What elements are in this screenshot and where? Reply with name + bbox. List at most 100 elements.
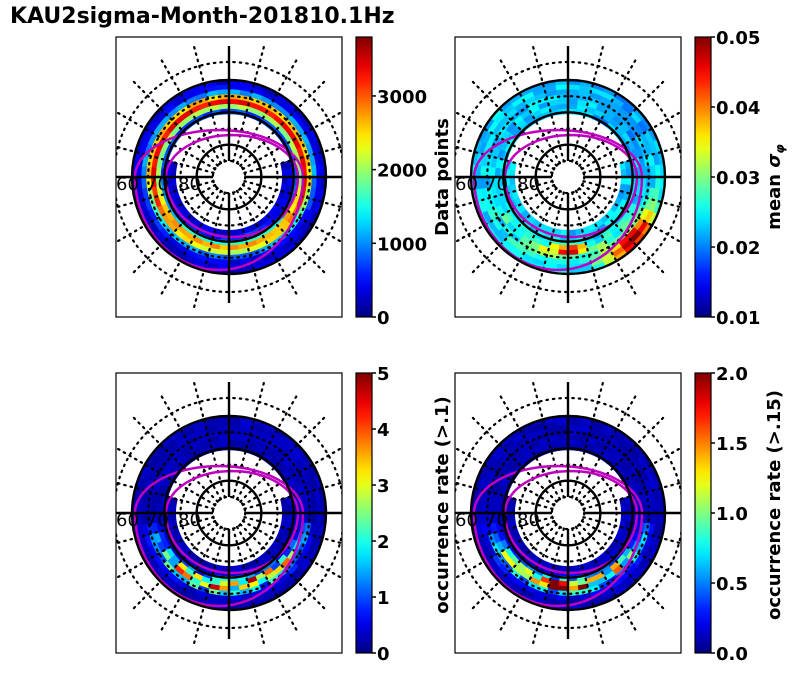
- grid-radial-dotted: [499, 189, 562, 296]
- heatmap-cell: [286, 168, 293, 178]
- colorbar-bar: [355, 372, 373, 654]
- grid-radial-dotted: [116, 183, 217, 244]
- grid-radial-dotted: [471, 416, 558, 503]
- grid-radial-dotted: [571, 381, 605, 499]
- grid-radial-dotted: [235, 58, 298, 165]
- plot-area: [116, 45, 342, 309]
- grid-radial-dotted: [455, 110, 556, 171]
- grid-radial-dotted: [232, 191, 266, 309]
- axes-frame: [454, 372, 682, 654]
- colorbar-label-subscript: φ: [773, 144, 787, 154]
- grid-radial-dotted: [132, 187, 219, 274]
- grid-radial-dotted: [531, 45, 565, 163]
- colorbar-bar: [694, 372, 712, 654]
- grid-radial-dotted: [241, 446, 342, 507]
- grid-radial-dotted: [239, 523, 326, 610]
- grid-radial-dotted: [499, 525, 562, 632]
- grid-radial-dotted: [580, 446, 681, 507]
- heatmap-cell: [286, 504, 293, 514]
- grid-radial-dotted: [243, 481, 342, 510]
- grid-radial-dotted: [455, 516, 554, 545]
- grid-radial-dotted: [241, 110, 342, 171]
- axes-frame: [115, 372, 343, 654]
- grid-radial-dotted: [499, 58, 562, 165]
- grid-radial-dotted: [132, 80, 219, 167]
- grid-radial-dotted: [578, 523, 665, 610]
- grid-radial-dotted: [239, 416, 326, 503]
- grid-radial-dotted: [574, 189, 637, 296]
- grid-radial-dotted: [582, 145, 681, 174]
- grid-radial-dotted: [192, 191, 226, 309]
- grid-radial-dotted: [578, 416, 665, 503]
- grid-radial-dotted: [116, 110, 217, 171]
- grid-radial-dotted: [116, 516, 215, 545]
- colorbar-tick-label: 0.0: [716, 644, 748, 665]
- colorbar-tick-label: 3000: [377, 87, 427, 108]
- colorbar: 0 1 2 3 4 5 occurrence rate (>.1): [355, 364, 453, 665]
- colorbar-tick-label: 1: [377, 588, 390, 609]
- colorbar-tick-label: 2.0: [716, 364, 748, 385]
- grid-radial-dotted: [132, 523, 219, 610]
- lat-label: 70: [485, 510, 508, 531]
- heatmap-cell: [509, 161, 517, 171]
- lat-label: 60: [455, 510, 478, 531]
- colorbar-tick-label: 0.04: [716, 98, 760, 119]
- grid-radial-dotted: [192, 45, 226, 163]
- lat-label: 70: [485, 174, 508, 195]
- colorbar: 0.01 0.02 0.03 0.04 0.05 mean σφ: [694, 28, 787, 329]
- grid-radial-dotted: [239, 80, 326, 167]
- polar-panel-bottom-right: 60 70 80 0.0 0.5 1.0 1.5 2.0 occurrence rate (>.…: [454, 364, 785, 665]
- lat-label: 70: [146, 174, 169, 195]
- grid-radial-dotted: [116, 145, 215, 174]
- colorbar-label: occurrence rate (>.15): [764, 390, 785, 620]
- grid-radial-dotted: [571, 45, 605, 163]
- grid-radial-dotted: [571, 191, 605, 309]
- colorbar-tick-label: 5: [377, 364, 390, 385]
- grid-radial-dotted: [531, 191, 565, 309]
- grid-radial-dotted: [116, 481, 215, 510]
- colorbar-tick-label: 4: [377, 420, 390, 441]
- grid-radial-dotted: [455, 145, 554, 174]
- colorbar-tick-label: 0: [377, 644, 390, 665]
- colorbar-label: occurrence rate (>.1): [432, 396, 453, 613]
- heatmap-cell: [509, 497, 517, 507]
- grid-radial-dotted: [116, 180, 215, 209]
- heatmap-cell: [286, 176, 293, 186]
- heatmap-cell: [625, 504, 632, 514]
- lat-label: 60: [455, 174, 478, 195]
- grid-radial-dotted: [580, 110, 681, 171]
- grid-radial-dotted: [531, 381, 565, 499]
- grid-radial-dotted: [471, 523, 558, 610]
- lat-label: 80: [178, 174, 201, 195]
- grid-radial-dotted: [471, 187, 558, 274]
- heatmap-cell: [170, 161, 178, 171]
- grid-radial-dotted: [160, 525, 223, 632]
- colorbar: 0.0 0.5 1.0 1.5 2.0 occurrence rate (>.15): [694, 364, 785, 665]
- colorbar-tick-label: 2: [377, 532, 390, 553]
- colorbar-label-text: mean: [764, 168, 785, 230]
- grid-radial-dotted: [578, 187, 665, 274]
- heatmap-cell: [286, 512, 293, 522]
- grid-radial-dotted: [243, 145, 342, 174]
- colorbar-tick-label: 0: [377, 308, 390, 329]
- colorbar-label: Data points: [432, 118, 453, 236]
- colorbar-tick-label: 0.5: [716, 574, 748, 595]
- lat-label: 80: [517, 510, 540, 531]
- colorbar-tick-label: 0.02: [716, 238, 760, 259]
- colorbar-tick-label: 0.05: [716, 28, 760, 49]
- grid-radial-dotted: [192, 381, 226, 499]
- grid-radial-dotted: [160, 189, 223, 296]
- grid-radial-dotted: [232, 45, 266, 163]
- colorbar-bar: [355, 36, 373, 318]
- grid-radial-dotted: [235, 525, 298, 632]
- grid-radial-dotted: [578, 80, 665, 167]
- heatmap-cell: [625, 168, 632, 178]
- grid-radial-dotted: [455, 180, 554, 209]
- grid-radial-dotted: [116, 519, 217, 580]
- colorbar-tick-label: 1.0: [716, 504, 748, 525]
- grid-radial-dotted: [132, 416, 219, 503]
- plot-area: [116, 381, 342, 645]
- colorbar-label-sigma: σ: [764, 153, 785, 168]
- heatmap-cell: [625, 512, 632, 522]
